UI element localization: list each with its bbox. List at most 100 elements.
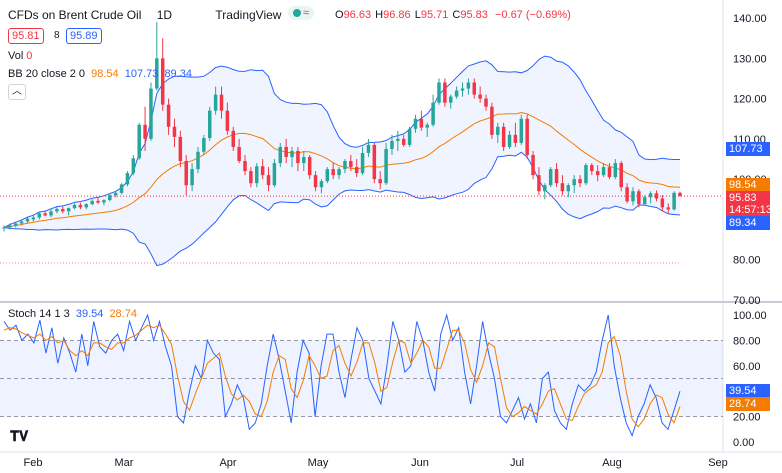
stoch-legend[interactable]: Stoch 14 1 3 39.54 28.74: [8, 308, 137, 320]
stoch-tick-label: 20.00: [733, 412, 761, 424]
close-value: 95.83: [460, 9, 488, 21]
candle-body: [102, 200, 106, 203]
candle-body: [49, 211, 53, 216]
candle-body: [413, 118, 418, 129]
low-value: 95.71: [420, 9, 449, 21]
candle-body: [96, 200, 100, 203]
bb-lower-line: [3, 151, 681, 267]
candle-body: [266, 175, 271, 186]
candle-body: [613, 163, 618, 178]
candle-body: [513, 134, 518, 143]
candle-body: [507, 134, 512, 147]
candle-body: [366, 144, 371, 153]
candle-body: [172, 126, 177, 137]
candle-body: [225, 110, 230, 131]
high-label: H: [375, 9, 384, 21]
candle-body: [337, 169, 341, 176]
chevron-up-icon: ︿: [12, 86, 22, 97]
stoch-d-value: 28.74: [109, 308, 137, 320]
candle-body: [595, 171, 600, 176]
candle-body: [396, 138, 400, 141]
candle-body: [572, 179, 576, 186]
interval-label[interactable]: 1D: [156, 8, 173, 22]
candle-body: [607, 167, 612, 178]
stoch-k-badge: 39.54: [726, 384, 770, 398]
candle-body: [642, 197, 647, 205]
candle-body: [501, 126, 506, 147]
candle-body: [431, 102, 435, 125]
candle-body: [202, 138, 206, 152]
candle-body: [2, 227, 6, 229]
price-tick-label: 130.00: [733, 53, 767, 65]
change-value: −0.67 (−0.69%): [494, 9, 571, 21]
time-tick-label: May: [308, 457, 329, 469]
bb-upper-line: [3, 55, 680, 228]
candle-body: [537, 175, 541, 192]
close-label: C: [452, 9, 461, 21]
candle-body: [313, 175, 318, 188]
candle-body: [443, 82, 447, 103]
candle-body: [155, 58, 159, 89]
candle-body: [307, 157, 312, 176]
stoch-k-line: [3, 313, 681, 437]
candle-body: [90, 200, 94, 205]
candle-body: [448, 96, 453, 103]
candle-body: [125, 173, 130, 185]
candle-body: [243, 161, 247, 172]
time-tick-label: Mar: [115, 457, 134, 469]
candle-body: [325, 169, 330, 182]
candle-body: [184, 161, 188, 186]
candle-body: [543, 185, 547, 192]
candle-body: [219, 94, 224, 111]
candle-body: [560, 183, 565, 192]
candle-body: [178, 136, 183, 162]
chart-title: CFDs on Brent Crude Oil 1D TradingView: [8, 8, 285, 22]
candle-body: [119, 184, 124, 193]
time-tick-label: Jul: [510, 457, 524, 469]
candle-body: [584, 165, 588, 184]
bb-lower-badge: 89.34: [726, 216, 770, 230]
stoch-tick-label: 0.00: [733, 437, 754, 449]
time-tick-label: Sep: [708, 457, 728, 469]
candle-body: [590, 165, 594, 172]
candle-body: [519, 118, 524, 143]
bb-legend[interactable]: BB 20 close 2 0 98.54 107.73 89.34: [8, 68, 192, 80]
candle-body: [278, 146, 283, 164]
open-value: 96.63: [343, 9, 372, 21]
ask-button[interactable]: 95.89: [66, 28, 102, 44]
collapse-legend-button[interactable]: ︿: [8, 84, 26, 100]
candle-body: [419, 118, 424, 128]
tradingview-logo-icon[interactable]: 𝐓𝐕: [10, 428, 29, 444]
stoch-tick-label: 60.00: [733, 361, 761, 373]
candle-body: [484, 98, 488, 107]
stoch-tick-label: 100.00: [733, 310, 767, 322]
low-label: L: [414, 9, 421, 21]
last-price-badge: 95.83 14:57:13: [726, 191, 772, 217]
bb-label: BB 20 close 2 0: [8, 68, 86, 80]
candle-body: [255, 166, 259, 184]
candle-body: [207, 110, 212, 139]
candle-body: [648, 193, 653, 198]
candle-body: [72, 204, 77, 209]
candle-body: [31, 217, 36, 220]
candle-body: [631, 191, 635, 202]
candle-body: [196, 151, 200, 170]
candle-body: [43, 213, 47, 216]
candle-body: [61, 208, 65, 212]
candle-body: [190, 169, 194, 186]
volume-legend[interactable]: Vol 0: [8, 50, 32, 62]
candle-body: [578, 179, 582, 184]
bid-button[interactable]: 95.81: [8, 28, 44, 44]
market-status-pill[interactable]: ≈: [288, 6, 315, 20]
candle-body: [19, 221, 24, 224]
high-value: 96.86: [383, 9, 411, 21]
time-tick-label: Feb: [24, 457, 43, 469]
candle-body: [108, 195, 112, 201]
candle-body: [660, 198, 665, 208]
ohlc-readout: O96.63 H96.86 L95.71 C95.83 −0.67 (−0.69…: [335, 9, 572, 21]
candle-body: [472, 82, 477, 95]
stoch-d-line: [3, 324, 681, 428]
candle-body: [566, 185, 571, 192]
volume-value: 0: [26, 50, 33, 62]
